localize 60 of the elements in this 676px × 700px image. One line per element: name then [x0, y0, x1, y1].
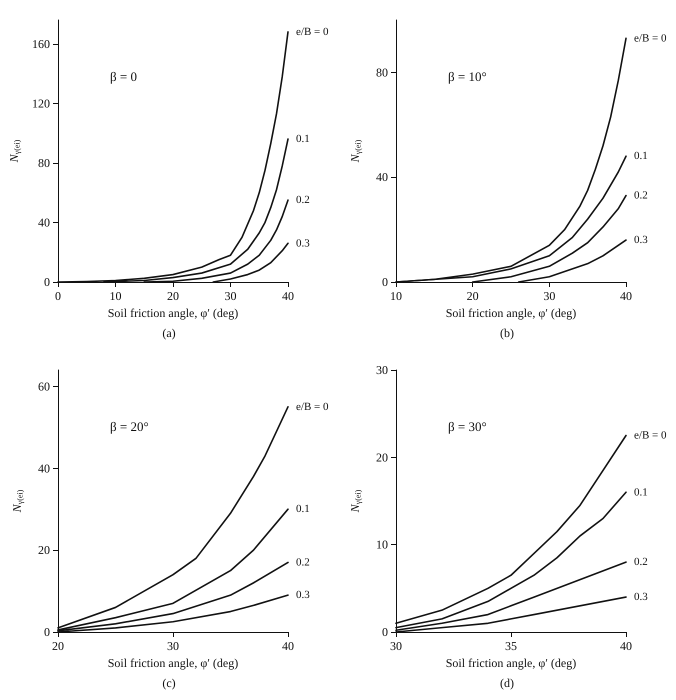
x-tick-label: 35 — [505, 639, 517, 653]
y-tick-label: 160 — [32, 36, 50, 51]
x-axis-title: Soil friction angle, φ′ (deg) — [446, 306, 576, 320]
x-axis-title: Soil friction angle, φ′ (deg) — [446, 656, 576, 670]
y-tick-label: 40 — [38, 461, 50, 476]
y-tick-label: 40 — [376, 170, 388, 184]
series-label: 0.1 — [296, 503, 310, 516]
y-tick-label: 10 — [376, 538, 388, 552]
text: (c) — [162, 676, 176, 690]
y-tick-label: 0 — [382, 625, 388, 639]
y-tick-label: 80 — [376, 65, 388, 80]
series-label: 0.3 — [296, 589, 310, 602]
x-tick-label: 30 — [224, 289, 236, 303]
series-label: 0.2 — [634, 556, 648, 568]
x-tick-label: 40 — [282, 639, 294, 653]
annotation: β = 30° — [448, 419, 487, 434]
annotation: β = 20° — [110, 419, 149, 434]
series-label: 0.2 — [296, 556, 310, 568]
series-label: 0.3 — [634, 234, 648, 246]
y-tick-label: 80 — [38, 156, 50, 170]
y-tick-label: 0 — [44, 275, 50, 289]
y-tick-label: 0 — [44, 625, 50, 639]
y-axis-title: Nγ(ei) — [7, 139, 22, 164]
annotation: β = 0 — [110, 69, 137, 84]
x-tick-label: 0 — [55, 289, 61, 303]
series-label: e/B = 0 — [296, 400, 329, 413]
y-tick-label: 20 — [38, 543, 50, 558]
series-label: 0.1 — [634, 150, 648, 162]
x-axis-title: Soil friction angle, φ′ (deg) — [108, 656, 238, 670]
text: (a) — [162, 326, 176, 340]
x-axis-title: Soil friction angle, φ′ (deg) — [108, 306, 238, 320]
x-tick-label: 30 — [543, 289, 556, 303]
y-tick-label: 0 — [382, 275, 388, 289]
series-label: 0.2 — [296, 194, 310, 206]
text: (d) — [500, 676, 514, 690]
y-tick-label: 120 — [32, 96, 50, 110]
x-tick-label: 40 — [620, 289, 632, 303]
x-tick-label: 10 — [110, 289, 122, 303]
series-label: e/B = 0 — [634, 32, 667, 44]
y-tick-label: 20 — [376, 450, 388, 464]
y-tick-label: 30 — [376, 363, 388, 377]
y-tick-label: 60 — [38, 379, 50, 394]
x-tick-label: 30 — [167, 639, 179, 653]
text: (b) — [500, 326, 514, 340]
x-tick-label: 40 — [282, 289, 294, 303]
series-label: 0.3 — [296, 237, 310, 250]
y-axis-title: Nγ(ei) — [348, 139, 362, 164]
series-label: 0.3 — [634, 591, 648, 604]
series-label: 0.1 — [296, 133, 310, 146]
annotation: β = 10° — [448, 69, 487, 84]
series-label: 0.2 — [634, 190, 648, 202]
y-axis-title: Nγ(ei) — [10, 489, 24, 514]
x-tick-label: 20 — [167, 289, 179, 303]
x-tick-label: 40 — [620, 639, 632, 653]
series-label: 0.1 — [634, 486, 648, 498]
series-label: e/B = 0 — [634, 430, 667, 442]
y-tick-label: 40 — [38, 215, 50, 230]
x-tick-label: 20 — [466, 289, 479, 303]
series-label: e/B = 0 — [296, 26, 329, 38]
y-axis-title: Nγ(ei) — [348, 489, 362, 514]
